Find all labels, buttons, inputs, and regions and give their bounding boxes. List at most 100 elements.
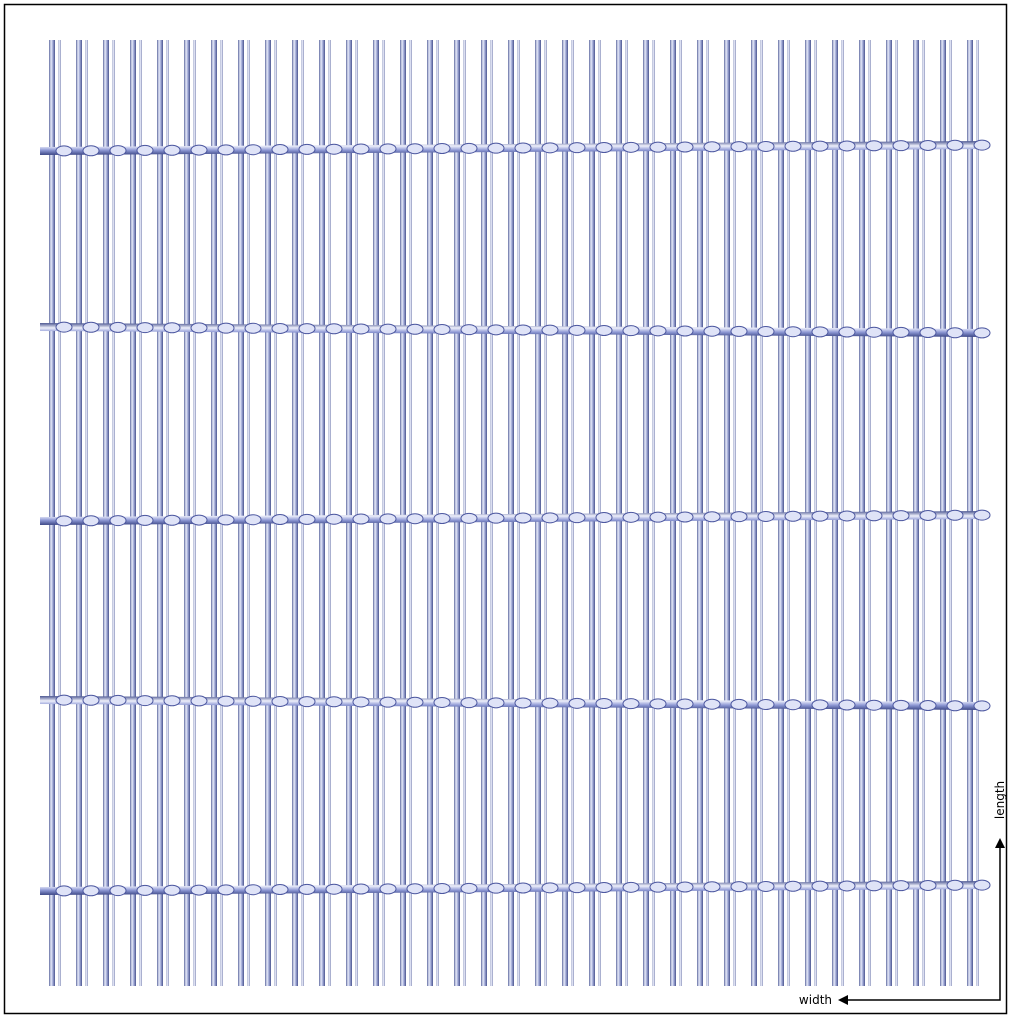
crimp	[649, 141, 667, 153]
crimp	[865, 510, 883, 522]
crimp	[973, 700, 991, 712]
vertical-wire	[616, 40, 622, 986]
crimp	[973, 879, 991, 891]
crimp	[865, 326, 883, 338]
crimp	[271, 514, 289, 526]
vertical-wire	[166, 40, 169, 986]
crimp	[946, 700, 964, 712]
crimp	[406, 323, 424, 335]
crimp	[622, 511, 640, 523]
crimp	[325, 143, 343, 155]
crimp	[730, 698, 748, 710]
crimp	[244, 514, 262, 526]
crimp	[460, 324, 478, 336]
crimp	[352, 696, 370, 708]
crimp	[757, 510, 775, 522]
length-label: length	[993, 781, 1007, 819]
crimp	[919, 139, 937, 151]
vertical-wire	[76, 40, 82, 986]
crimp	[730, 141, 748, 153]
crimp	[244, 322, 262, 334]
crimp	[514, 324, 532, 336]
crimp	[973, 327, 991, 339]
vertical-wire	[535, 40, 541, 986]
crimp	[190, 144, 208, 156]
crimp	[703, 325, 721, 337]
crimp	[487, 324, 505, 336]
crimp	[919, 509, 937, 521]
crimp	[352, 143, 370, 155]
crimp	[82, 145, 100, 157]
crimp	[55, 321, 73, 333]
vertical-wire	[220, 40, 223, 986]
vertical-wire	[373, 40, 379, 986]
vertical-wire	[265, 40, 271, 986]
crimp	[919, 327, 937, 339]
crimp	[676, 511, 694, 523]
crimp	[460, 512, 478, 524]
crimp	[811, 699, 829, 711]
crimp	[757, 140, 775, 152]
crimp	[838, 699, 856, 711]
crimp	[595, 325, 613, 337]
crimp	[676, 881, 694, 893]
crimp	[622, 141, 640, 153]
vertical-wire	[481, 40, 487, 986]
crimp	[136, 884, 154, 896]
crimp	[109, 515, 127, 527]
vertical-wire	[247, 40, 250, 986]
crimp	[190, 695, 208, 707]
vertical-wire	[490, 40, 493, 986]
crimp	[325, 696, 343, 708]
vertical-wire	[436, 40, 439, 986]
crimp	[325, 883, 343, 895]
crimp	[487, 512, 505, 524]
crimp	[865, 140, 883, 152]
crimp	[865, 699, 883, 711]
vertical-wire	[400, 40, 406, 986]
crimp	[946, 139, 964, 151]
crimp	[946, 879, 964, 891]
crimp	[514, 142, 532, 154]
crimp	[271, 695, 289, 707]
arrow-head	[995, 838, 1005, 848]
crimp	[514, 512, 532, 524]
crimp	[82, 515, 100, 527]
crimp	[892, 510, 910, 522]
crimp	[244, 884, 262, 896]
vertical-wire	[409, 40, 412, 986]
crimp	[433, 323, 451, 335]
vertical-wire	[454, 40, 460, 986]
vertical-wire	[319, 40, 325, 986]
crimp	[82, 694, 100, 706]
crimp	[325, 513, 343, 525]
crimp	[811, 880, 829, 892]
crimp	[55, 885, 73, 897]
crimp	[217, 695, 235, 707]
crimp	[757, 326, 775, 338]
crimp	[163, 695, 181, 707]
crimp	[406, 513, 424, 525]
vertical-wire	[157, 40, 163, 986]
crimp	[109, 145, 127, 157]
crimp	[163, 514, 181, 526]
crimp	[892, 699, 910, 711]
crimp	[136, 514, 154, 526]
crimp	[595, 881, 613, 893]
crimp	[649, 881, 667, 893]
crimp	[217, 514, 235, 526]
crimp	[568, 324, 586, 336]
crimp	[541, 882, 559, 894]
vertical-wire	[292, 40, 298, 986]
crimp	[568, 512, 586, 524]
crimp	[433, 883, 451, 895]
crimp	[865, 880, 883, 892]
crimp	[109, 885, 127, 897]
crimp	[487, 697, 505, 709]
crimp	[676, 141, 694, 153]
crimp	[703, 141, 721, 153]
crimp	[622, 698, 640, 710]
vertical-wire	[211, 40, 217, 986]
crimp	[217, 884, 235, 896]
